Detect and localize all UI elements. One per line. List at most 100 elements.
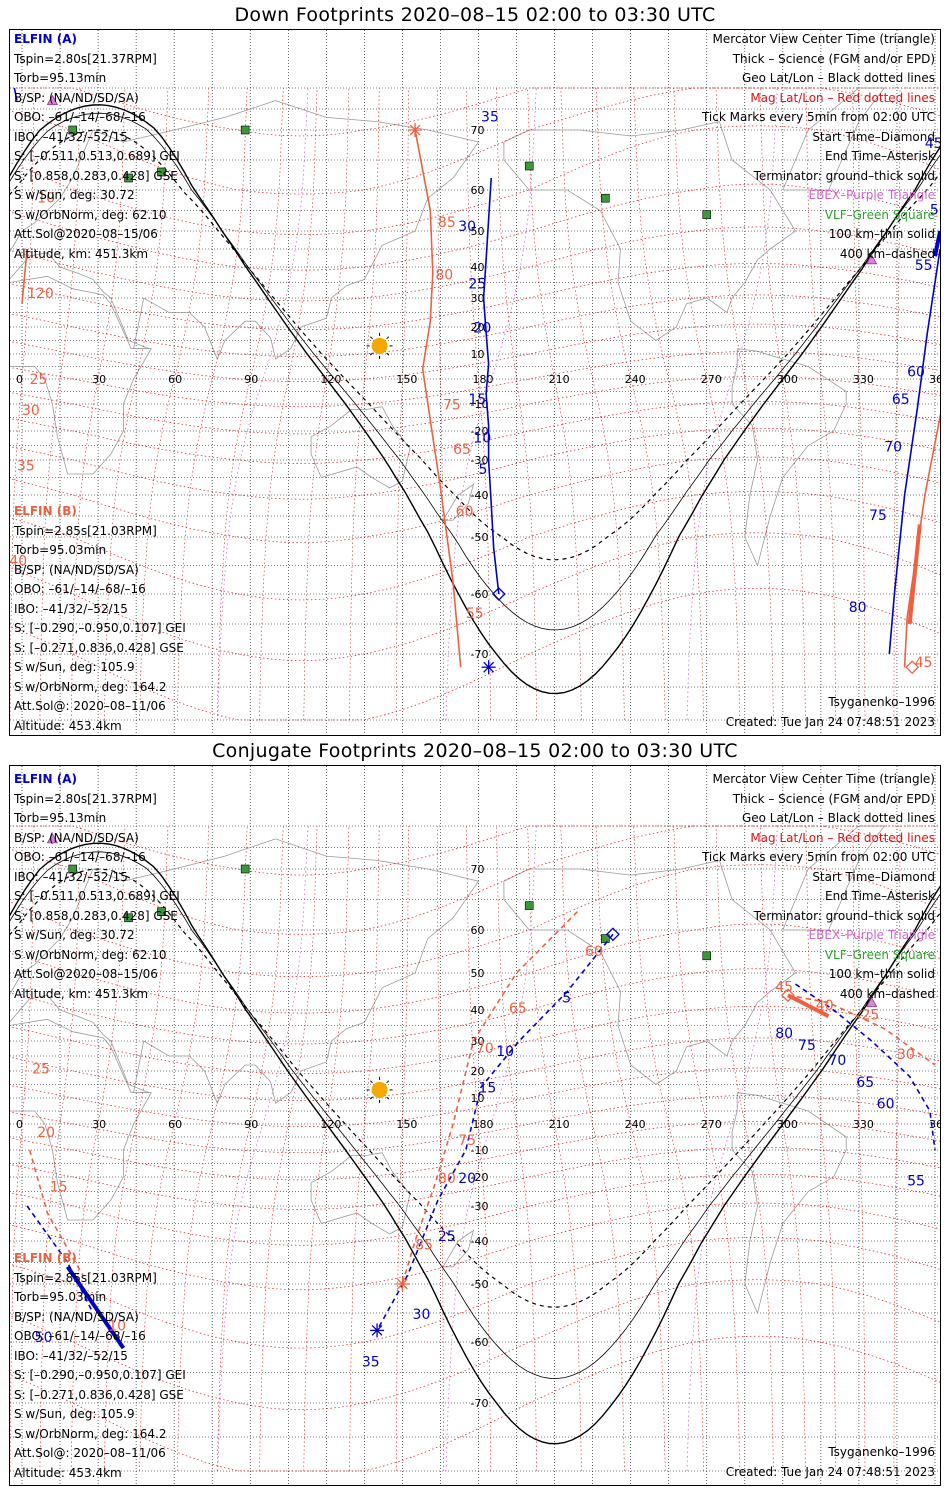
probe-b-orbnorm: S w/OrbNorm, deg: 164.2 [14,1426,167,1441]
mag-meridian [70,825,126,1472]
vlf-station-square [68,125,78,135]
sun-ray [370,336,373,340]
end-asterisk [483,661,495,673]
probe-a-footprint [482,177,500,595]
probe-b-tick-label: 10 [37,190,55,206]
probe-b-sun: S w/Sun, deg: 105.9 [14,1407,135,1421]
mag-meridian [466,87,491,721]
lat-tick-label: -40 [471,1235,489,1248]
lon-tick-label: 90 [244,1118,258,1131]
coastline [10,1018,152,1221]
legend-geo: Geo Lat/Lon – Black dotted lines [741,71,935,85]
lon-tick-label: 150 [396,373,417,386]
map-panel-down: 0 30 60 90 120 150 180 210 240 270 300 330 360 70 60 50… [9,29,941,736]
legend-start: Start Time–Diamond [812,869,935,884]
probe-b-tick-label: 80 [435,267,453,283]
probe-b-tick-label: 85 [438,215,456,231]
probe-b-ibo: IBO: –41/32/–52/15 [14,601,128,616]
probe-b-orbit: Torb=95.03min [14,543,107,557]
probe-a-tick-label: 80 [775,1026,793,1042]
legend-start: Start Time–Diamond [812,129,935,144]
legend-400km: 400 km–dashed [839,986,935,1001]
probe-a-tick-label: 15 [479,1081,497,1097]
legend-conjugate: Mercator View Center Time (triangle) Thi… [702,770,935,1004]
probe-b-tick-label: 75 [443,397,461,413]
lat-tick-label: 40 [471,1004,485,1017]
vlf-station-square [68,864,78,874]
probe-b-tick-label: 55 [466,606,484,622]
probe-b-bsp: B/SP: (NA/ND/SD/SA) [14,1309,139,1324]
mag-parallel [10,825,940,876]
mag-parallel [10,427,940,500]
mag-meridian [259,825,318,1472]
probe-b-footprint [401,911,578,1285]
probe-b-tick-label: 25 [30,372,48,388]
probe-a-tick-label: 60 [877,1096,895,1112]
probe-b-attsol: Att.Sol@: 2020–08–11/06 [14,1446,166,1460]
lon-tick-label: 330 [853,1118,874,1131]
created-label: Created: Tue Jan 24 07:48:51 2023 [725,715,935,729]
probe-a-tick-label: 65 [856,1075,874,1091]
ebex-triangle [46,833,59,844]
coastline [782,87,886,191]
mag-parallel [10,87,940,137]
probe-a-gei: S: [–0.511,0.513,0.689] GEI [14,149,180,163]
sun-ray [370,1096,373,1100]
lat-tick-label: -70 [471,648,489,661]
probe-a-science-segment [65,1265,126,1350]
probe-a-orbit: Torb=95.13min [14,811,107,825]
lat-tick-label: -30 [471,1200,489,1213]
lon-tick-label: 360 [929,373,941,386]
mag-parallel [10,401,940,464]
mag-meridian [396,87,409,721]
probe-a-footprint [376,933,614,1331]
mag-meridian [595,825,666,1472]
probe-b-tick-label: 25 [32,1062,50,1078]
vlf-station-square [124,173,133,183]
legend-ebex: EBEX–Purple Triangle [808,188,935,202]
lon-tick-label: 30 [92,1118,106,1131]
probe-a-spin: Tspin=2.80s[21.37RPM] [14,791,157,806]
lon-tick-label: 210 [549,373,570,386]
lon-tick-label: 330 [853,373,874,386]
probe-b-sun: S w/Sun, deg: 105.9 [14,660,135,674]
legend-ebex: EBEX–Purple Triangle [808,928,935,942]
probe-a-sun: S w/Sun, deg: 30.72 [14,928,135,942]
mag-meridian [10,87,35,721]
lon-tick-label: 120 [320,373,341,386]
probe-b-info-down: ELFIN (B) Tspin=2.85s[21.03RPM] Torb=95.… [14,502,186,735]
lat-tick-label: -60 [471,1336,489,1349]
lon-tick-label: 90 [244,373,258,386]
probe-a-tick-label: 30 [413,1307,431,1323]
probe-b-obo: OBO: –61/–14/–68/–16 [14,582,146,596]
coastline [310,406,411,489]
probe-a-science-segment [933,230,940,257]
probe-b-footprint [787,994,936,1066]
vlf-station-square [240,864,250,874]
mag-meridian [259,87,318,721]
mercator-map-conjugate: 0 30 60 90 120 150 180 210 240 270 300 330 360 70 60 50… [10,766,940,1485]
lat-tick-label: 50 [471,225,485,238]
probe-b-bsp: B/SP: (NA/ND/SD/SA) [14,562,139,577]
probe-b-tick-label: 30 [22,403,40,419]
mag-meridian [759,87,806,721]
start-diamond [780,988,795,1003]
coastline [310,1152,411,1235]
probe-b-obo: OBO: –61/–14/–68/–16 [14,1329,146,1343]
mag-meridian [216,825,284,1472]
sun-ray [370,352,373,356]
legend-geo: Geo Lat/Lon – Black dotted lines [741,811,935,825]
lon-tick-label: 60 [168,373,182,386]
terminator-ground [10,842,940,1445]
probe-b-tick-label: 60 [585,944,603,960]
mag-parallel [10,1147,940,1210]
probe-a-tick-label: 20 [458,1171,476,1187]
coastline [503,121,797,341]
created-label: Created: Tue Jan 24 07:48:51 2023 [725,1465,935,1479]
lon-tick-label: 210 [549,1118,570,1131]
vlf-station-square [524,161,534,171]
coastline [442,1229,475,1268]
lon-tick-label: 150 [396,1118,417,1131]
mag-meridian [39,87,81,721]
mag-meridian [527,825,582,1472]
